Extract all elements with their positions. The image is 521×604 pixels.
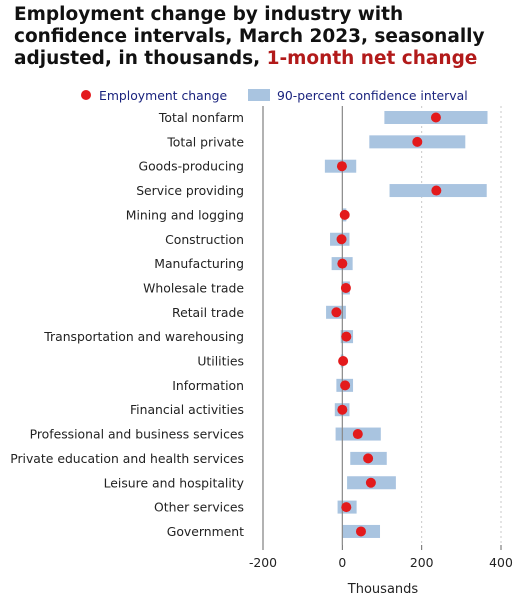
chart-title-main: Employment change by industry with confi…: [14, 4, 485, 69]
category-label: Wholesale trade: [143, 280, 244, 295]
category-label: Construction: [165, 232, 244, 247]
x-axis: -200 0 200 400: [249, 545, 513, 570]
category-label: Leisure and hospitality: [104, 475, 244, 490]
category-label: Private education and health services: [10, 451, 244, 466]
data-point: [340, 282, 351, 293]
legend-point-label: Employment change: [99, 88, 227, 103]
legend-band-marker: [248, 89, 270, 101]
data-point: [352, 429, 363, 440]
category-label: Professional and business services: [30, 427, 244, 442]
x-tick-label: 400: [489, 555, 513, 570]
category-label: Transportation and warehousing: [43, 329, 244, 344]
chart-title: Employment change by industry with confi…: [14, 4, 514, 70]
data-point: [340, 380, 351, 391]
data-point: [412, 136, 423, 147]
category-labels: Total nonfarm Total private Goods-producin…: [10, 110, 244, 539]
x-axis-label: Thousands: [347, 582, 419, 597]
data-point: [331, 307, 342, 318]
data-point: [336, 234, 347, 245]
data-point: [338, 356, 349, 366]
legend-point-marker: [81, 90, 91, 100]
category-label: Utilities: [197, 354, 244, 369]
grid: [262, 106, 502, 545]
category-label: Retail trade: [172, 305, 244, 320]
data-point: [336, 161, 347, 172]
legend-band-label: 90-percent confidence interval: [277, 88, 468, 103]
category-label: Goods-producing: [138, 159, 244, 174]
chart-title-highlight: 1-month net change: [266, 48, 478, 69]
category-label: Total private: [166, 134, 244, 149]
category-label: Other services: [154, 500, 244, 515]
data-point: [341, 331, 352, 342]
data-point: [341, 502, 352, 513]
data-point: [339, 209, 350, 220]
category-label: Mining and logging: [126, 207, 244, 222]
data-point: [355, 526, 366, 537]
x-tick-label: -200: [249, 555, 277, 570]
category-label: Information: [172, 378, 244, 393]
data-point: [337, 404, 348, 415]
category-label: Financial activities: [130, 402, 244, 417]
data-point: [363, 453, 374, 464]
category-label: Service providing: [136, 183, 244, 198]
confidence-bands: [324, 111, 488, 538]
data-point: [430, 112, 441, 123]
category-label: Government: [167, 524, 244, 539]
data-point: [337, 258, 348, 269]
category-label: Total nonfarm: [158, 110, 244, 125]
data-point: [365, 477, 376, 488]
x-tick-label: 0: [338, 555, 346, 570]
legend: Employment change 90-percent confidence …: [81, 88, 468, 103]
category-label: Manufacturing: [154, 256, 244, 271]
data-point: [431, 185, 442, 196]
data-points: [331, 112, 442, 537]
x-tick-label: 200: [410, 555, 434, 570]
